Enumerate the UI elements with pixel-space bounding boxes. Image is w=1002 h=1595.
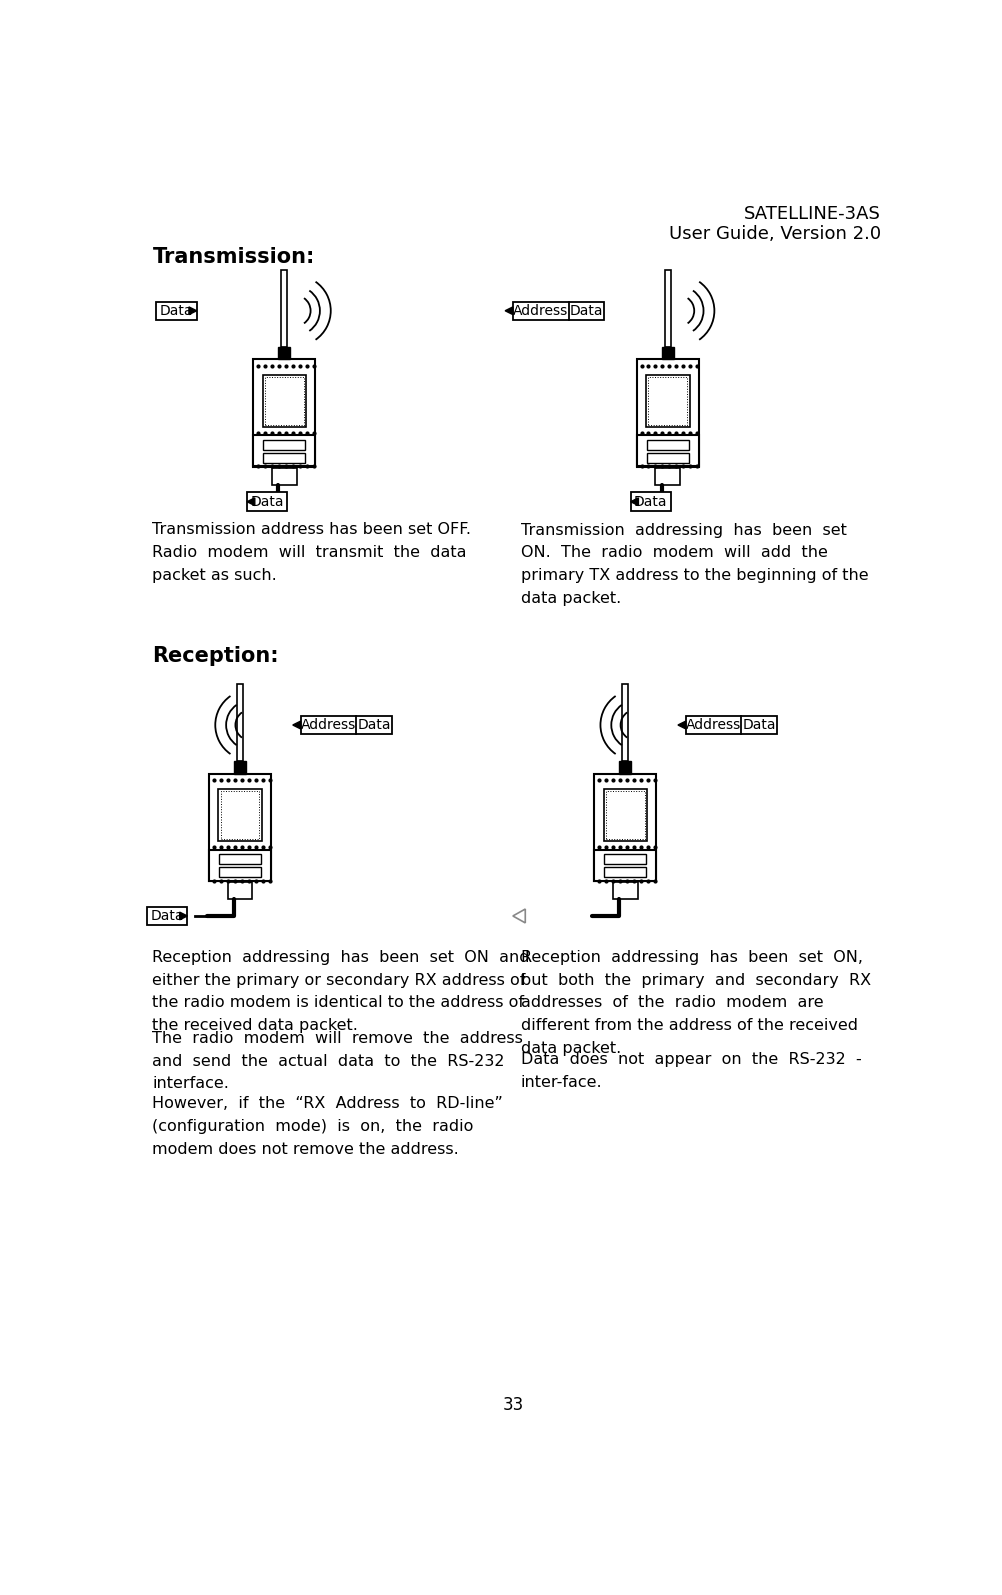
Bar xyxy=(218,790,262,841)
Text: Data  does  not  appear  on  the  RS-232  -
inter-face.: Data does not appear on the RS-232 - int… xyxy=(520,1053,861,1089)
Bar xyxy=(264,440,305,450)
Bar xyxy=(218,868,261,877)
Text: SATELLINE-3AS: SATELLINE-3AS xyxy=(743,206,880,223)
Bar xyxy=(220,791,260,839)
Text: However,  if  the  “RX  Address  to  RD-line”
(configuration  mode)  is  on,  th: However, if the “RX Address to RD-line” … xyxy=(152,1096,503,1156)
Bar xyxy=(664,270,670,348)
Polygon shape xyxy=(188,306,196,314)
Text: Reception:: Reception: xyxy=(152,646,279,665)
Text: Address: Address xyxy=(685,718,740,732)
Text: Address: Address xyxy=(513,303,568,317)
Bar xyxy=(208,774,271,882)
Bar xyxy=(604,868,645,877)
Text: User Guide, Version 2.0: User Guide, Version 2.0 xyxy=(668,225,880,244)
Bar xyxy=(648,376,686,424)
Text: Data: Data xyxy=(633,494,667,509)
Bar xyxy=(605,791,644,839)
Bar xyxy=(263,375,306,427)
Bar xyxy=(147,906,187,925)
Text: Address: Address xyxy=(301,718,356,732)
Bar xyxy=(612,882,637,900)
Bar xyxy=(645,375,689,427)
Bar xyxy=(301,716,392,734)
Text: 33: 33 xyxy=(503,1397,524,1415)
Bar xyxy=(618,761,631,774)
Bar xyxy=(636,359,698,467)
Bar xyxy=(661,348,673,359)
Bar xyxy=(604,855,645,864)
Bar xyxy=(236,684,242,761)
Bar xyxy=(685,716,777,734)
Bar xyxy=(621,684,627,761)
Polygon shape xyxy=(246,498,255,506)
Polygon shape xyxy=(179,912,187,920)
Text: Transmission:: Transmission: xyxy=(152,247,315,266)
Bar xyxy=(253,359,315,467)
Text: Data: Data xyxy=(357,718,391,732)
Bar xyxy=(603,790,646,841)
Polygon shape xyxy=(677,721,685,729)
Text: The  radio  modem  will  remove  the  address
and  send  the  actual  data  to  : The radio modem will remove the address … xyxy=(152,1030,523,1091)
Bar xyxy=(593,850,655,880)
Text: Reception  addressing  has  been  set  ON,
but  both  the  primary  and  seconda: Reception addressing has been set ON, bu… xyxy=(520,951,870,1056)
Bar xyxy=(278,348,291,359)
Bar xyxy=(646,440,688,450)
Bar xyxy=(253,435,315,466)
Bar xyxy=(272,467,297,485)
Text: Reception  addressing  has  been  set  ON  and
either the primary or secondary R: Reception addressing has been set ON and… xyxy=(152,951,529,1034)
Bar xyxy=(655,467,679,485)
Bar xyxy=(630,493,670,510)
Text: Data: Data xyxy=(569,303,602,317)
Text: Data: Data xyxy=(150,909,183,924)
Bar xyxy=(156,301,196,321)
Bar xyxy=(264,453,305,463)
Text: Data: Data xyxy=(250,494,284,509)
Bar xyxy=(208,850,271,880)
Bar xyxy=(265,376,304,424)
Polygon shape xyxy=(293,721,301,729)
Bar xyxy=(246,493,287,510)
Bar xyxy=(281,270,287,348)
Bar xyxy=(233,761,246,774)
Bar xyxy=(512,301,604,321)
Bar xyxy=(636,435,698,466)
Bar xyxy=(593,774,655,882)
Text: Transmission address has been set OFF.
Radio  modem  will  transmit  the  data
p: Transmission address has been set OFF. R… xyxy=(152,523,471,584)
Text: Data: Data xyxy=(741,718,776,732)
Polygon shape xyxy=(505,306,512,314)
Text: Transmission  addressing  has  been  set
ON.  The  radio  modem  will  add  the
: Transmission addressing has been set ON.… xyxy=(520,523,868,606)
Text: Data: Data xyxy=(159,303,193,317)
Bar xyxy=(646,453,688,463)
Bar xyxy=(218,855,261,864)
Bar xyxy=(227,882,253,900)
Polygon shape xyxy=(630,498,638,506)
Polygon shape xyxy=(512,909,525,924)
